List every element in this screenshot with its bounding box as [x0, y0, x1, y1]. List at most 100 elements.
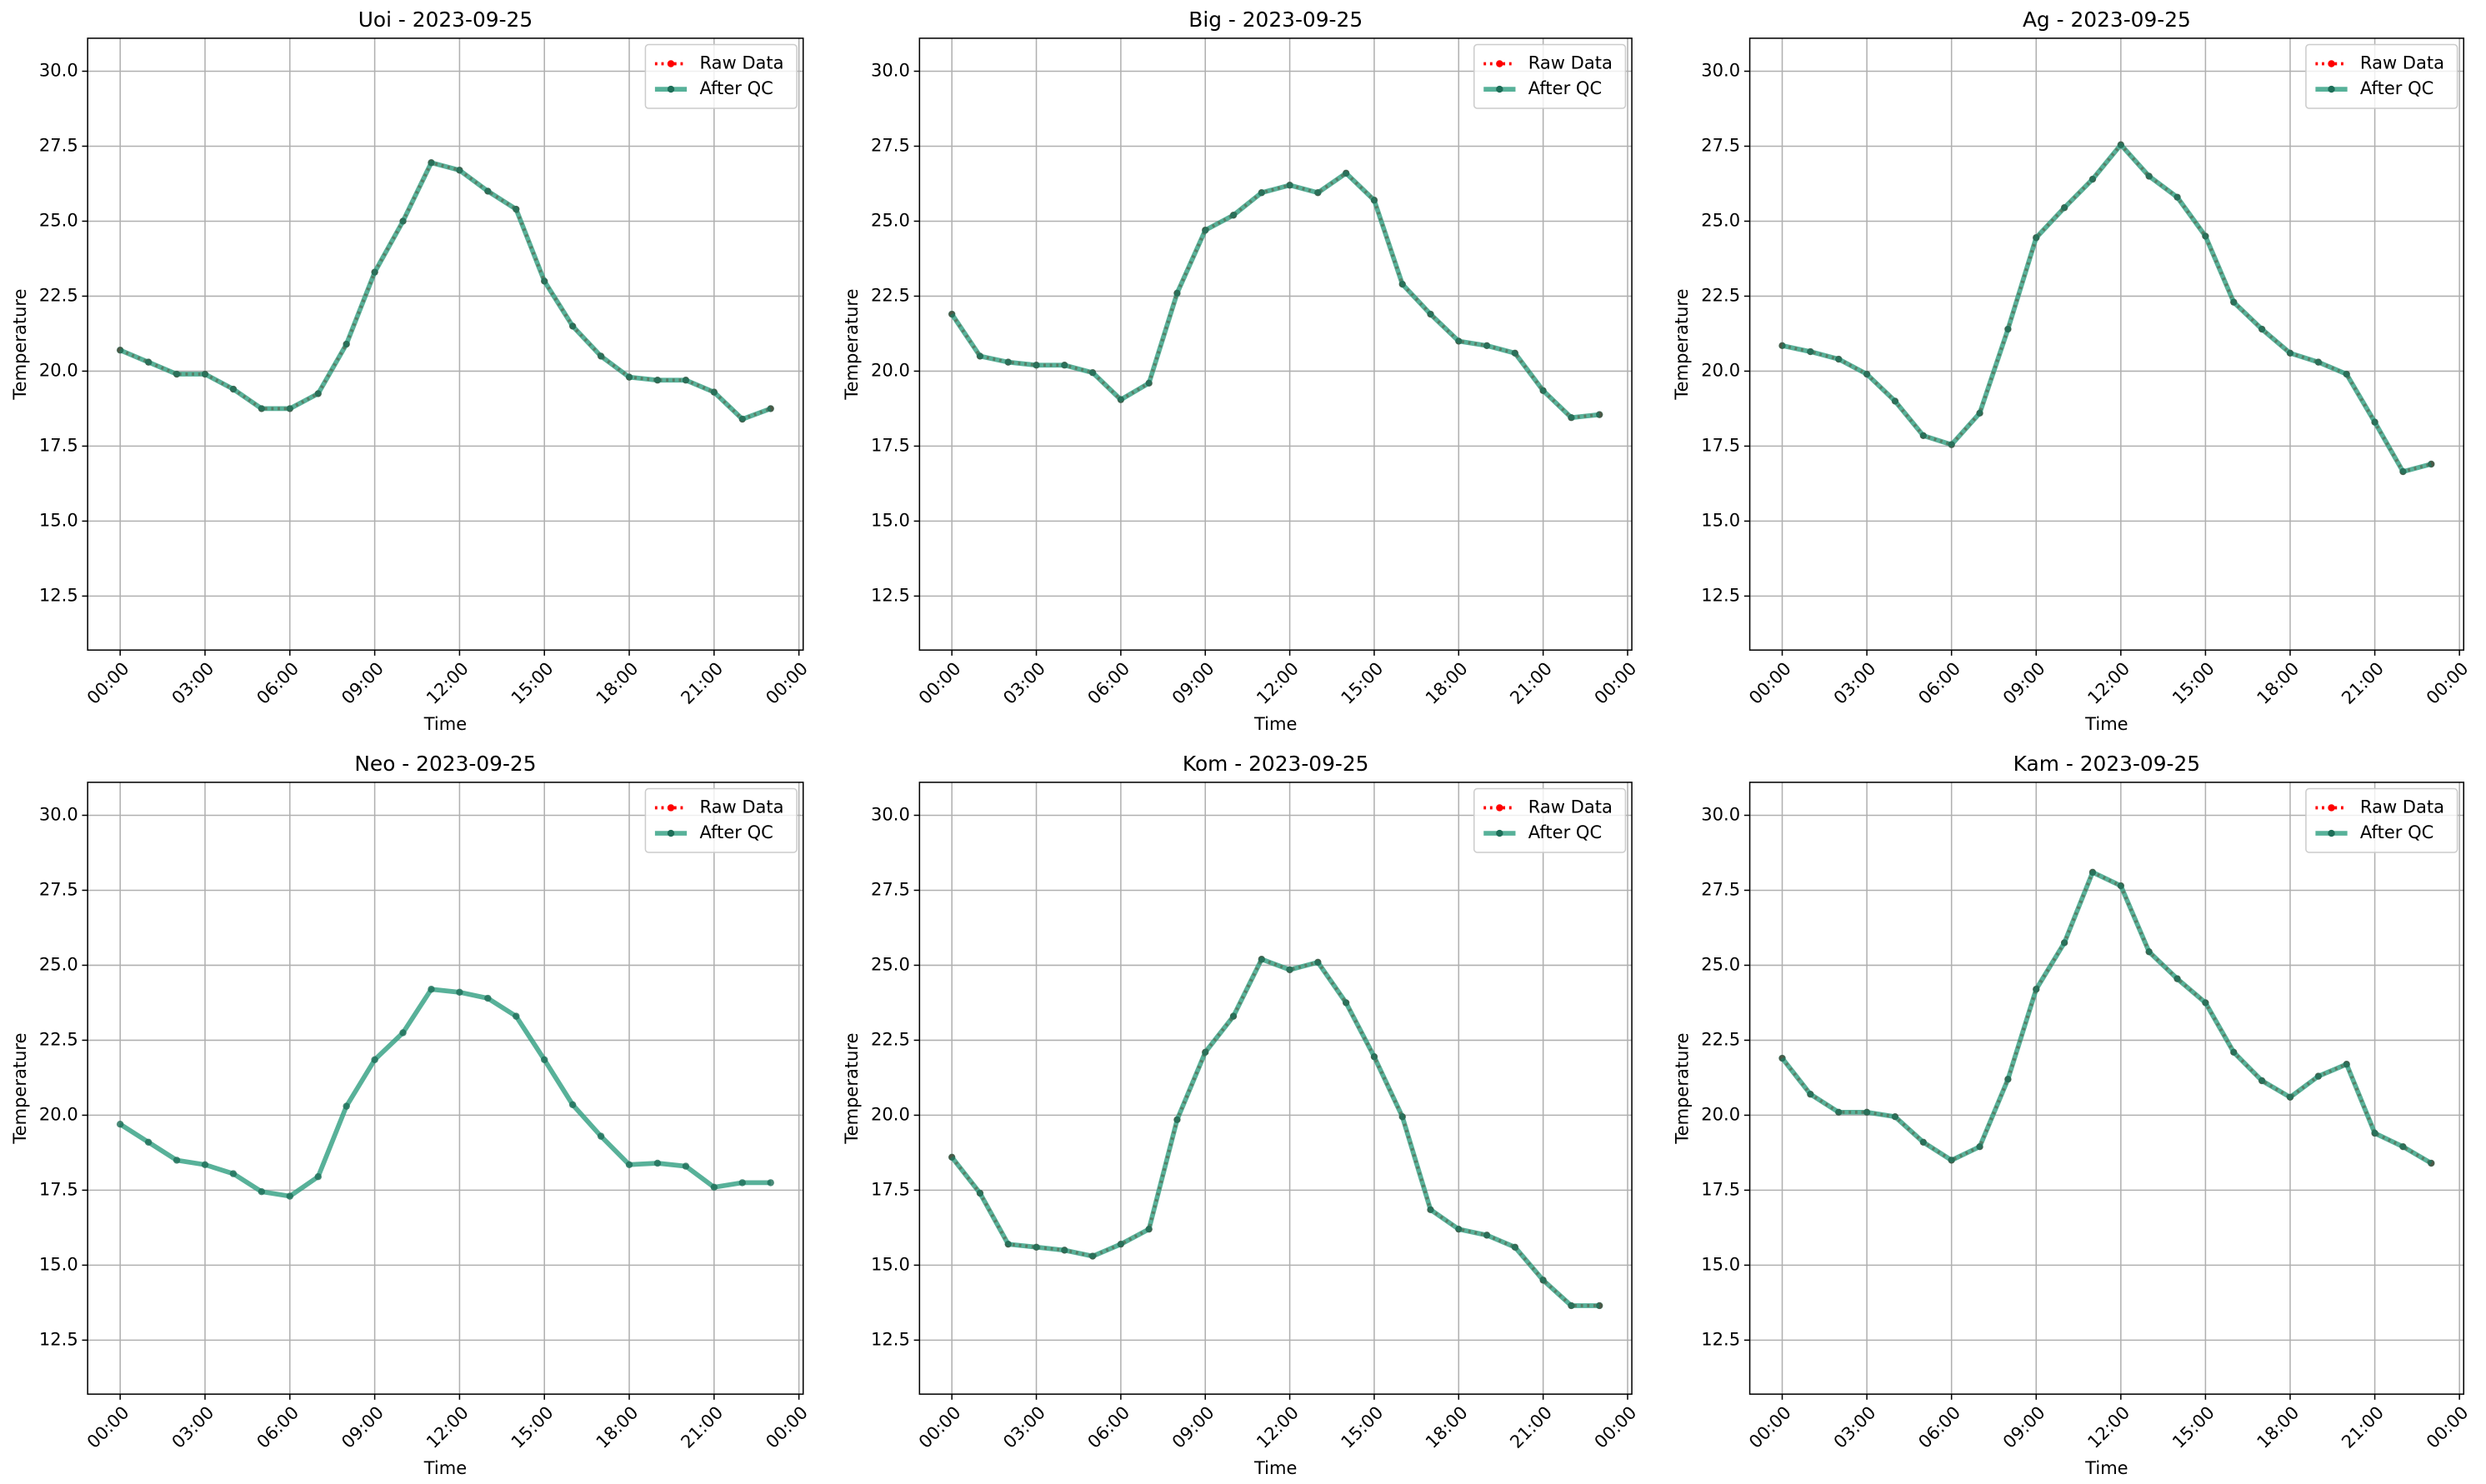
- data-point: [1511, 349, 1519, 357]
- data-point: [2314, 358, 2323, 366]
- legend-label: Raw Data: [699, 52, 783, 72]
- legend-marker: [1496, 829, 1503, 837]
- y-tick-label: 15.0: [39, 1253, 78, 1274]
- legend-label: After QC: [699, 77, 773, 98]
- data-point: [343, 340, 350, 348]
- x-tick-label: 03:00: [998, 657, 1049, 708]
- data-point: [2230, 1048, 2238, 1057]
- y-axis-label: Temperature: [1671, 1032, 1692, 1144]
- data-point: [1145, 379, 1153, 387]
- legend-label: After QC: [699, 822, 773, 842]
- data-point: [1398, 1113, 1406, 1121]
- series-line: [118, 987, 771, 1199]
- legend-box: [1473, 43, 1627, 109]
- data-point: [1061, 1247, 1068, 1254]
- x-tick-label: 18:00: [2253, 1402, 2303, 1452]
- data-point: [371, 268, 378, 276]
- data-point: [428, 986, 435, 993]
- x-tick-label: 00:00: [1590, 1402, 1641, 1452]
- data-point: [597, 1132, 605, 1140]
- y-tick-label: 27.5: [1701, 878, 1740, 899]
- data-point: [2428, 460, 2435, 468]
- data-point: [2286, 349, 2294, 357]
- data-point: [286, 1192, 294, 1200]
- x-tick-label: 18:00: [1421, 1402, 1472, 1452]
- subplot-title: Kom - 2023-09-25: [1183, 752, 1369, 776]
- data-point: [2173, 975, 2181, 982]
- data-point: [2202, 232, 2209, 240]
- data-point: [2004, 1076, 2012, 1083]
- y-tick-label: 27.5: [1701, 134, 1740, 155]
- data-point: [2088, 175, 2097, 183]
- data-point: [976, 1189, 984, 1197]
- data-point: [1976, 1142, 1983, 1151]
- x-tick-label: 15:00: [507, 1402, 558, 1452]
- data-point: [1863, 1108, 1871, 1117]
- x-axis-label: Time: [2084, 1457, 2128, 1478]
- data-point: [2230, 298, 2238, 306]
- series-line: [1781, 142, 2433, 474]
- y-tick-label: 15.0: [871, 509, 910, 530]
- legend-marker: [1496, 804, 1503, 812]
- x-tick-label: 18:00: [1421, 657, 1472, 708]
- data-point: [1342, 999, 1350, 1007]
- data-point: [2117, 141, 2125, 148]
- subplot-title: Ag - 2023-09-25: [2023, 7, 2191, 32]
- x-tick-label: 00:00: [1744, 657, 1795, 708]
- data-point: [2399, 1142, 2407, 1151]
- y-tick-label: 30.0: [1701, 59, 1740, 80]
- data-point: [682, 377, 690, 384]
- data-point: [399, 1029, 407, 1037]
- y-tick-label: 15.0: [39, 509, 78, 530]
- data-point: [2258, 1077, 2266, 1085]
- x-tick-label: 03:00: [168, 1402, 218, 1452]
- y-tick-label: 27.5: [871, 134, 910, 155]
- data-point: [2399, 467, 2407, 476]
- data-point: [948, 310, 956, 318]
- data-point: [371, 1056, 378, 1064]
- y-tick-label: 12.5: [39, 584, 78, 605]
- y-tick-label: 27.5: [871, 878, 910, 899]
- legend-marker: [667, 60, 675, 67]
- data-point: [1202, 1048, 1209, 1057]
- data-point: [116, 1121, 124, 1128]
- data-point: [1370, 197, 1378, 204]
- data-point: [1286, 182, 1293, 189]
- x-tick-label: 12:00: [2083, 1402, 2134, 1452]
- data-point: [1033, 362, 1040, 369]
- y-tick-label: 30.0: [1701, 803, 1740, 824]
- x-tick-label: 09:00: [1998, 657, 2049, 708]
- y-tick-label: 27.5: [39, 878, 78, 899]
- data-point: [597, 352, 605, 360]
- x-tick-label: 03:00: [1829, 1402, 1880, 1452]
- data-point: [2286, 1093, 2294, 1102]
- legend-label: Raw Data: [1528, 796, 1613, 817]
- x-tick-label: 00:00: [914, 657, 965, 708]
- data-point: [1778, 1054, 1786, 1062]
- data-point: [541, 277, 548, 285]
- data-point: [1202, 227, 1209, 234]
- data-point: [286, 405, 294, 412]
- subplot: Uoi - 2023-09-25 12.5 15.0 17.5 20.0 22.5 25.0…: [9, 7, 812, 734]
- legend-label: After QC: [1528, 77, 1602, 98]
- y-tick-label: 17.5: [39, 434, 78, 455]
- legend-box: [2305, 787, 2458, 853]
- data-point: [1976, 409, 1983, 417]
- data-point: [948, 1153, 956, 1162]
- data-point: [568, 322, 577, 330]
- y-axis-label: Temperature: [1671, 288, 1692, 400]
- y-tick-label: 22.5: [39, 1028, 78, 1049]
- data-point: [258, 405, 266, 412]
- legend-marker: [667, 804, 675, 812]
- axes-frame: [1748, 37, 2464, 651]
- legend-marker: [2328, 85, 2335, 93]
- data-point: [1807, 347, 1814, 356]
- data-point: [1483, 342, 1491, 350]
- series-line: [1782, 142, 2432, 473]
- x-tick-label: 06:00: [1914, 1402, 1965, 1452]
- data-point: [258, 1187, 266, 1196]
- data-point: [1258, 956, 1266, 963]
- y-tick-label: 22.5: [1701, 1028, 1740, 1049]
- data-point: [1596, 411, 1603, 418]
- x-tick-label: 21:00: [677, 1402, 728, 1452]
